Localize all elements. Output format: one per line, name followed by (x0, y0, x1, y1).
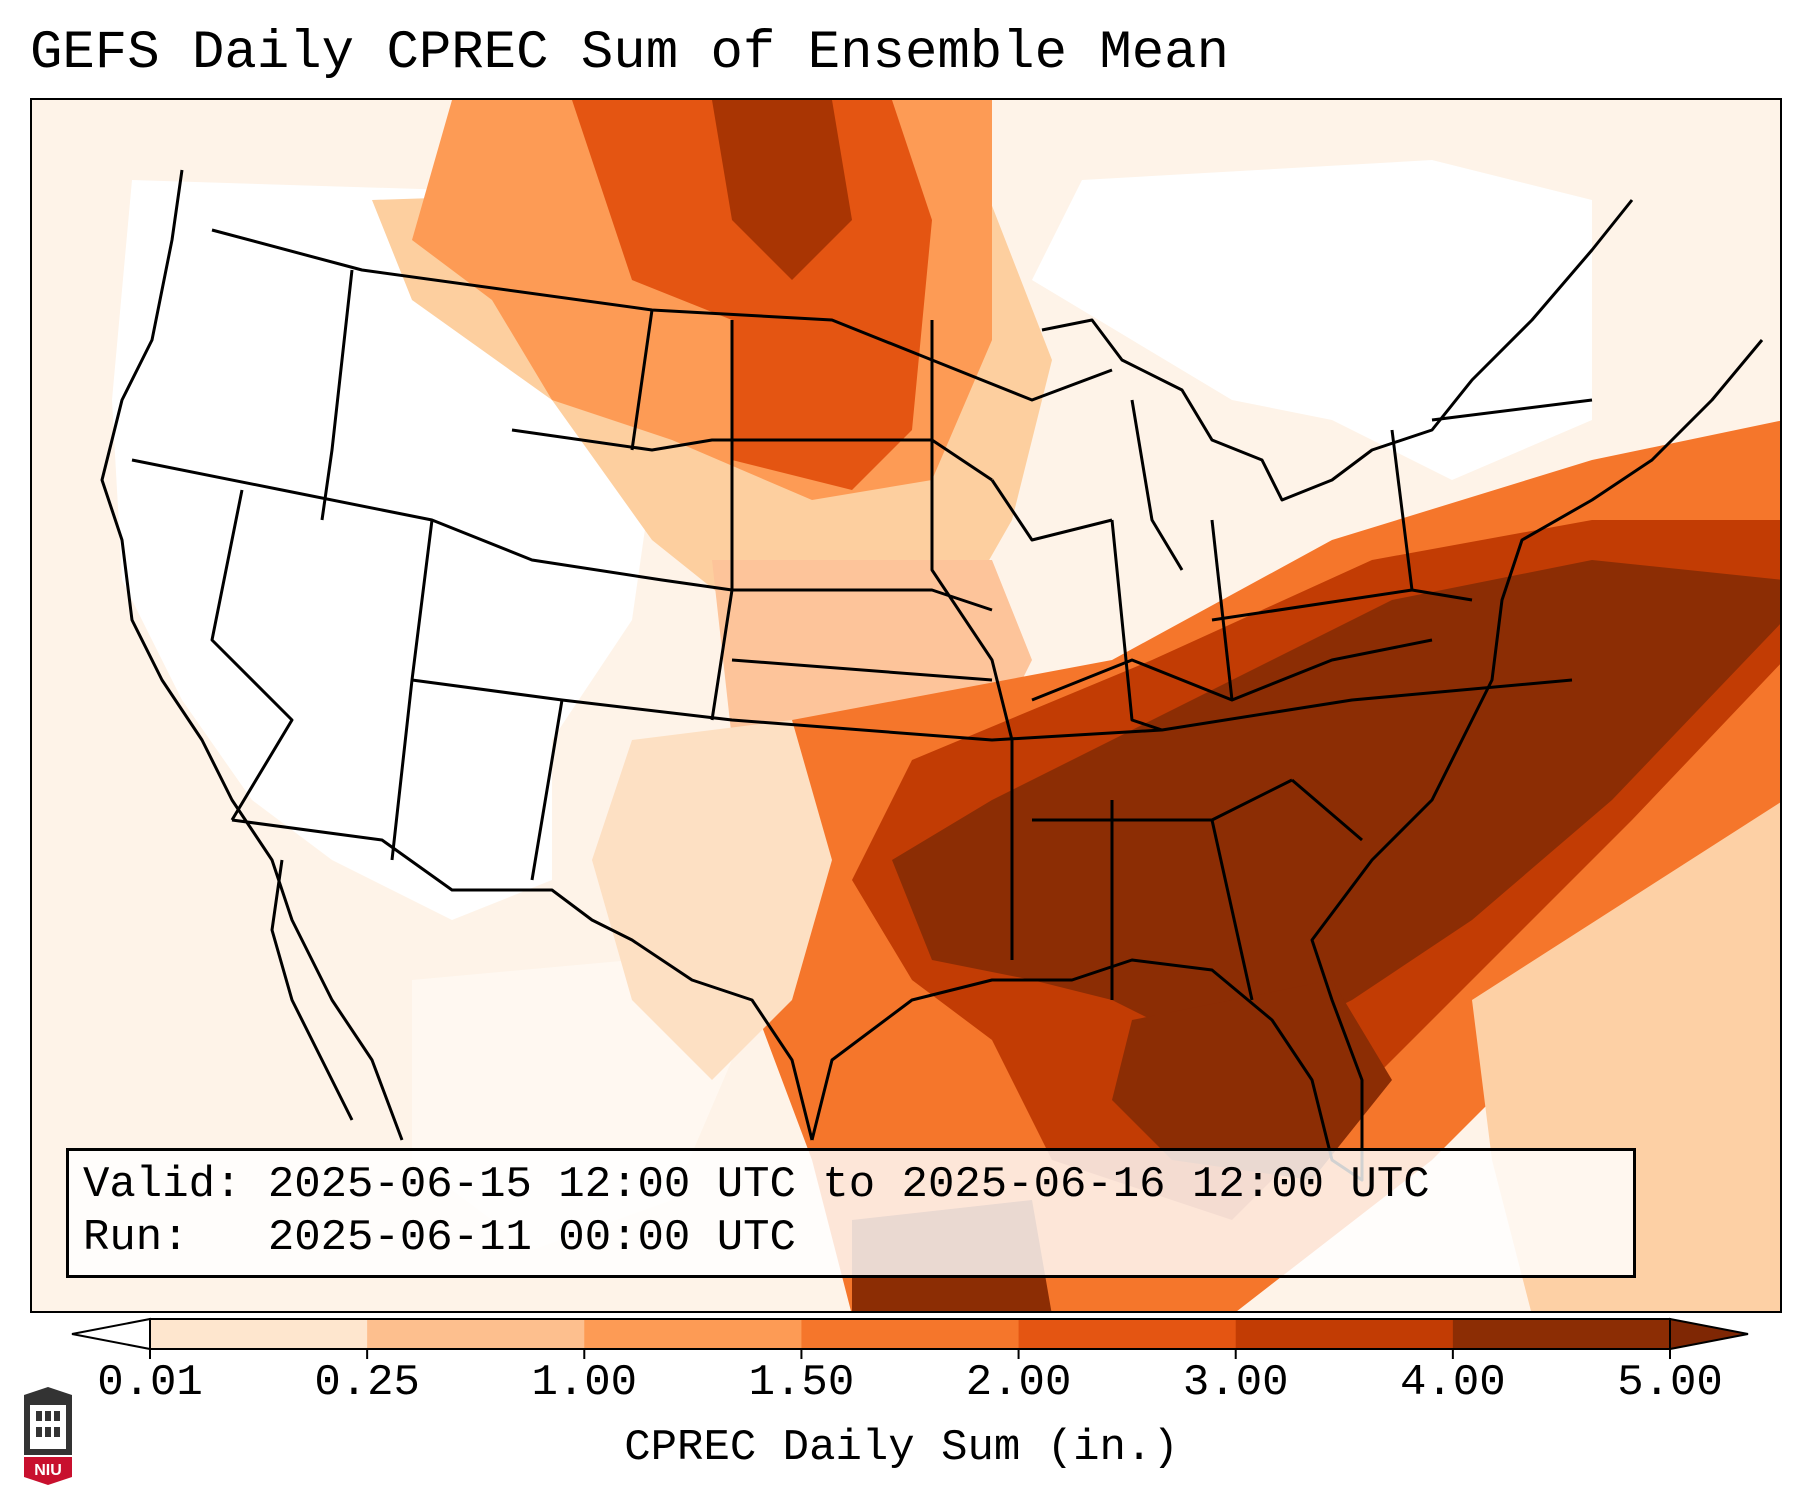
colorbar-segment (150, 1319, 368, 1349)
colorbar-label: CPREC Daily Sum (in.) (624, 1423, 1179, 1473)
svg-text:NIU: NIU (34, 1462, 62, 1479)
colorbar-tick-label: 0.25 (314, 1358, 420, 1408)
map-title: GEFS Daily CPREC Sum of Ensemble Mean (30, 23, 1229, 84)
precipitation-map (30, 98, 1782, 1313)
state-line-11 (732, 588, 993, 612)
colorbar-tick-label: 2.00 (965, 1358, 1072, 1408)
state-line-6 (530, 699, 564, 881)
border-mexico (231, 818, 814, 1141)
colorbar-segment (1018, 1319, 1237, 1349)
state-line-24 (990, 479, 1113, 542)
colorbar-segment (367, 1319, 585, 1349)
colorbar-segment (1235, 1319, 1454, 1349)
colorbar-over-extension (1669, 1317, 1749, 1351)
state-line-12 (731, 658, 993, 682)
state-line-21 (1390, 429, 1414, 591)
run-value: 2025-06-11 00:00 UTC (267, 1213, 796, 1263)
state-line-10 (630, 309, 654, 451)
field-dakotas-dark (712, 100, 852, 280)
colorbar-tick-label: 5.00 (1617, 1358, 1723, 1408)
state-line-3 (210, 489, 294, 821)
state-line-9 (930, 320, 1014, 741)
colorbar-tick-label: 1.50 (748, 1358, 855, 1408)
colorbar-tick-label: 3.00 (1182, 1358, 1289, 1408)
state-line-19 (1210, 519, 1234, 701)
great-lakes (1041, 199, 1634, 502)
colorbar-outline (149, 1318, 1671, 1350)
gulf-coast (810, 339, 1764, 1182)
colorbar-tick-label: 0.01 (97, 1358, 203, 1408)
field-dry-northeast (1032, 160, 1592, 480)
valid-value: 2025-06-15 12:00 UTC to 2025-06-16 12:00… (267, 1160, 1430, 1210)
state-line-22 (1431, 398, 1593, 422)
colorbar (71, 1317, 1749, 1359)
colorbar-under-extension (71, 1317, 151, 1351)
lake-michigan (1130, 399, 1184, 571)
boundaries (100, 169, 1764, 1182)
state-line-16 (1210, 819, 1254, 1001)
colorbar-segment (801, 1319, 1020, 1349)
colorbar-segment (584, 1319, 802, 1349)
state-line-18 (1110, 519, 1163, 732)
state-line-7 (511, 428, 993, 482)
field-texas-light (592, 720, 832, 1080)
info-box: Valid: 2025-06-15 12:00 UTC to 2025-06-1… (66, 1148, 1636, 1278)
state-line-2 (131, 458, 733, 592)
field-east-core (892, 560, 1780, 1060)
colorbar-segment (1452, 1319, 1671, 1349)
coastline-west (100, 169, 404, 1141)
valid-label: Valid: (83, 1160, 242, 1210)
niu-logo: NIU (24, 1387, 72, 1485)
state-line-1 (320, 269, 354, 521)
run-label: Run: (83, 1213, 189, 1263)
colorbar-tick-label: 1.00 (531, 1358, 638, 1408)
state-line-23 (1031, 638, 1433, 702)
border-canada (211, 228, 1113, 402)
colorbar-tick-label: 4.00 (1400, 1358, 1506, 1408)
baja-peninsula (270, 859, 354, 1121)
field-florida-core (1112, 980, 1392, 1180)
state-line-17 (1291, 778, 1363, 842)
